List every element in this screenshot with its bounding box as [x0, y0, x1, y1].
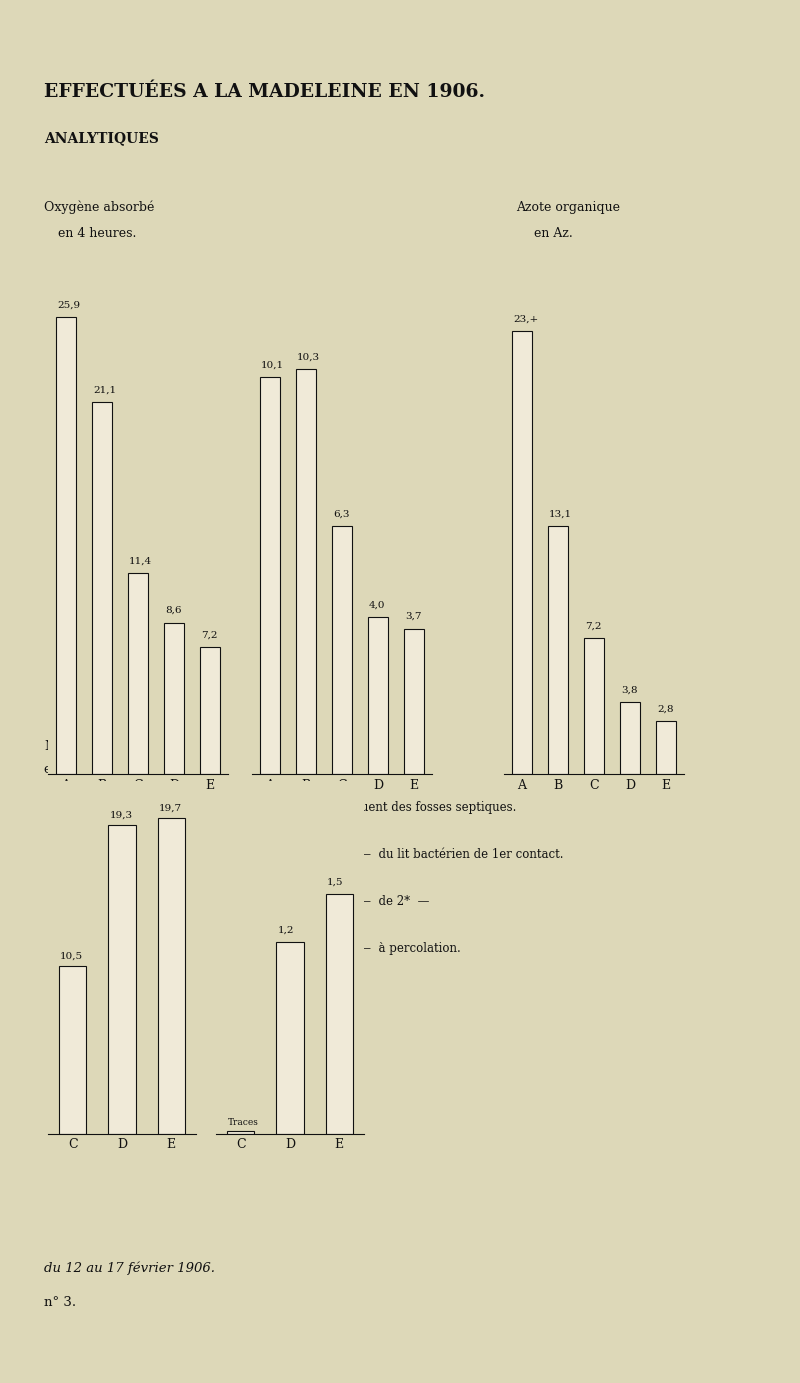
Text: C.: C. [304, 848, 316, 860]
Text: du 12 au 17 février 1906.: du 12 au 17 février 1906. [44, 1261, 215, 1275]
Bar [164, 622, 184, 774]
Text: 7,2: 7,2 [585, 621, 602, 631]
Text: Eau brute.: Eau brute. [340, 754, 403, 766]
Bar [128, 574, 148, 774]
Text: Ammoniaque: Ammoniaque [258, 401, 342, 414]
Text: 13,1: 13,1 [549, 509, 572, 519]
Bar [404, 629, 424, 774]
Bar [56, 318, 76, 774]
Text: Oxygène absorbé: Oxygène absorbé [44, 201, 154, 214]
Bar [59, 965, 86, 1134]
Text: 25,9: 25,9 [57, 300, 80, 310]
Bar [296, 369, 316, 774]
Text: A.: A. [304, 754, 316, 766]
Text: —  —  de 2*  —: — — de 2* — [340, 895, 430, 907]
Text: Effluent des fosses septiques.: Effluent des fosses septiques. [340, 801, 516, 813]
Text: ANALYTIQUES: ANALYTIQUES [44, 131, 159, 145]
Text: 3,7: 3,7 [405, 613, 422, 621]
Text: B.: B. [304, 801, 317, 813]
Bar [620, 703, 640, 774]
Text: 11,4: 11,4 [129, 556, 152, 566]
Bar [260, 378, 280, 774]
Text: 10,3: 10,3 [297, 353, 320, 361]
Text: 3,8: 3,8 [621, 686, 638, 694]
Text: 6,3: 6,3 [333, 510, 350, 519]
Text: Nitrates: Nitrates [44, 740, 96, 752]
Bar [368, 617, 388, 774]
Text: libre ou saline: libre ou saline [255, 423, 345, 436]
Bar [548, 526, 568, 774]
Text: Nitrites: Nitrites [216, 949, 265, 961]
Text: 1,5: 1,5 [326, 878, 343, 887]
Text: 8,6: 8,6 [165, 606, 182, 615]
Text: en 4 heures.: en 4 heures. [58, 227, 136, 239]
Text: E.: E. [304, 942, 316, 954]
Text: —  —  à percolation.: — — à percolation. [340, 942, 461, 954]
Text: en Az.: en Az. [534, 227, 573, 239]
Text: 2,8: 2,8 [657, 705, 674, 714]
Bar [332, 527, 352, 774]
Text: Traces: Traces [228, 1119, 259, 1127]
Text: n° 3.: n° 3. [44, 1296, 76, 1308]
Text: 10,5: 10,5 [60, 952, 83, 960]
Bar [656, 722, 676, 774]
Text: 23,+: 23,+ [513, 314, 538, 324]
Bar [158, 819, 185, 1134]
Text: 1,2: 1,2 [278, 925, 294, 935]
Text: 7,2: 7,2 [201, 631, 218, 640]
Text: en Az²O⁵.: en Az²O⁵. [44, 763, 103, 776]
Text: 4,0: 4,0 [369, 600, 386, 610]
Bar [277, 942, 303, 1134]
Text: 10,1: 10,1 [261, 360, 284, 369]
Text: —  —  du lit bactérien de 1er contact.: — — du lit bactérien de 1er contact. [340, 848, 563, 860]
Bar [512, 331, 532, 774]
Text: D.: D. [304, 895, 317, 907]
Bar [92, 402, 112, 774]
Text: Azote organique: Azote organique [516, 201, 620, 213]
Text: en Az²O³.: en Az²O³. [216, 972, 275, 985]
Bar [109, 824, 135, 1134]
Bar [227, 1131, 254, 1134]
Text: 19,3: 19,3 [110, 810, 133, 819]
Bar [584, 638, 604, 774]
Text: EFFECTUÉES A LA MADELEINE EN 1906.: EFFECTUÉES A LA MADELEINE EN 1906. [44, 83, 485, 101]
Bar [200, 647, 220, 774]
Bar [326, 893, 353, 1134]
Text: 19,7: 19,7 [158, 804, 182, 813]
Text: en AzH³.: en AzH³. [273, 445, 327, 458]
Text: 21,1: 21,1 [93, 386, 116, 394]
